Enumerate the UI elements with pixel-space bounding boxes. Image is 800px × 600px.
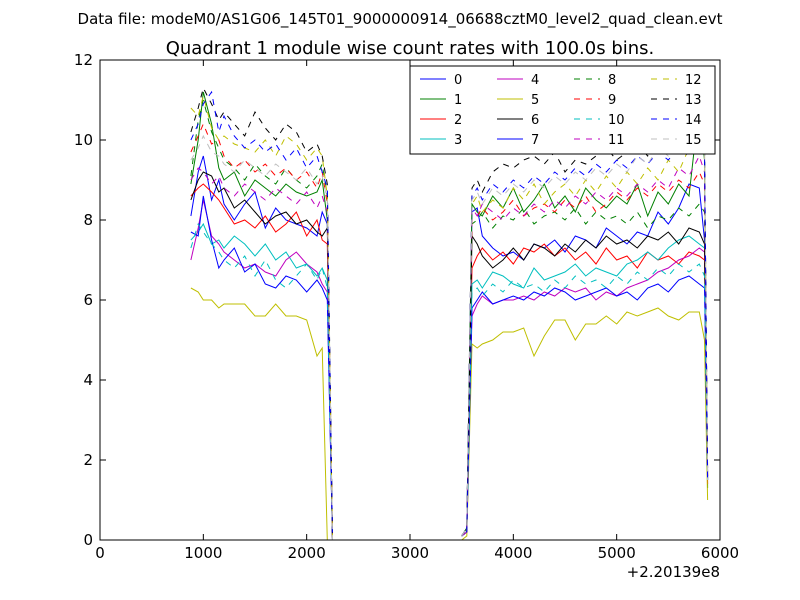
series-line-7-segment-0 [190,195,333,541]
y-tick-label-8: 8 [83,211,93,229]
legend-label-12: 12 [685,73,702,88]
legend-label-14: 14 [685,113,702,128]
series-line-4-segment-1 [461,247,709,537]
y-tick-label-4: 4 [83,371,93,389]
series-line-4-segment-0 [190,199,333,541]
legend-label-1: 1 [454,93,462,108]
legend-label-10: 10 [608,113,625,128]
x-tick-label-1000: 1000 [184,544,222,562]
series-line-5-segment-0 [190,287,333,541]
legend-label-11: 11 [608,133,625,148]
legend-label-0: 0 [454,73,462,88]
series-line-10-segment-1 [461,263,709,537]
series-line-7-segment-1 [461,275,709,537]
series-line-9-segment-0 [190,122,333,541]
legend-label-4: 4 [531,73,539,88]
series-line-11-segment-0 [190,167,333,541]
x-tick-label-4000: 4000 [494,544,532,562]
legend-label-9: 9 [608,93,616,108]
x-axis-ticks: 0 1000 2000 3000 4000 5000 6000 [95,60,739,562]
legend-label-15: 15 [685,133,702,148]
series-line-0-segment-0 [190,155,333,541]
x-tick-label-3000: 3000 [391,544,429,562]
legend-label-2: 2 [454,113,462,128]
series-line-8-segment-1 [461,203,709,537]
series-line-9-segment-1 [461,170,709,537]
y-tick-label-12: 12 [74,51,93,69]
legend-label-8: 8 [608,73,616,88]
series-line-3-segment-1 [461,235,709,537]
series-line-11-segment-1 [461,154,709,537]
y-tick-label-10: 10 [74,131,93,149]
y-tick-label-6: 6 [83,291,93,309]
x-tick-label-6000: 6000 [701,544,739,562]
series-line-14-segment-1 [461,138,709,537]
y-tick-label-2: 2 [83,451,93,469]
series-line-15-segment-0 [190,134,333,541]
series-line-6-segment-0 [190,171,333,541]
series-line-6-segment-1 [461,227,709,537]
figure-suptitle: Data file: modeM0/AS1G06_145T01_90000009… [78,10,723,29]
legend-label-6: 6 [531,113,539,128]
x-axis-offset-label: +2.20139e8 [627,563,720,581]
legend-label-13: 13 [685,93,702,108]
series-line-14-segment-0 [190,90,333,541]
series-line-1-segment-1 [461,103,709,537]
y-tick-label-0: 0 [83,531,93,549]
series-line-0-segment-1 [461,183,709,537]
legend-label-3: 3 [454,133,462,148]
series-line-3-segment-0 [190,222,333,541]
series-line-13-segment-0 [190,86,333,541]
series-line-2-segment-1 [461,243,709,537]
x-tick-label-5000: 5000 [598,544,636,562]
series-line-10-segment-0 [190,222,333,541]
series-layer [190,86,709,541]
x-tick-label-2000: 2000 [288,544,326,562]
legend-label-7: 7 [531,133,539,148]
series-line-8-segment-0 [190,99,333,541]
chart-title: Quadrant 1 module wise count rates with … [166,38,655,59]
series-line-2-segment-0 [190,183,333,541]
series-line-5-segment-1 [461,307,709,541]
series-line-1-segment-0 [190,91,333,541]
legend-label-5: 5 [531,93,539,108]
x-tick-label-0: 0 [95,544,105,562]
